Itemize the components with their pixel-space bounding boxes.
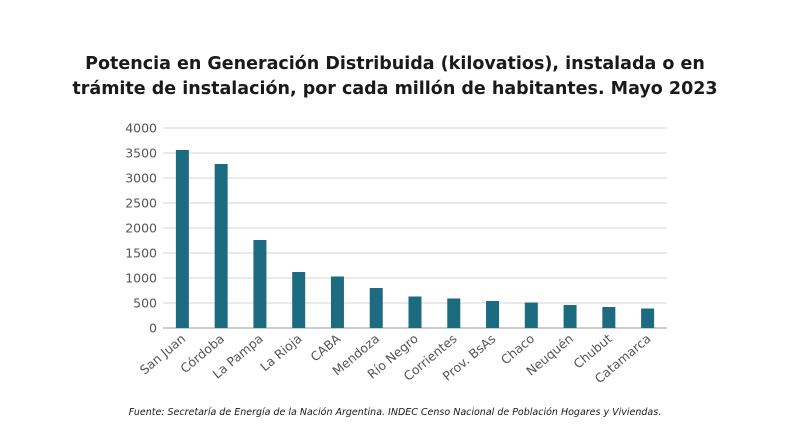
y-tick-label: 0 [149, 321, 157, 336]
y-tick-label: 4000 [125, 121, 157, 136]
bar-neuquén [563, 305, 577, 328]
bar-caba [330, 276, 344, 328]
bar-chaco [524, 302, 538, 328]
chart-title: Potencia en Generación Distribuida (kilo… [0, 52, 790, 102]
bars [175, 150, 655, 328]
bar-chubut [602, 307, 616, 328]
y-tick-label: 500 [133, 296, 157, 311]
x-tick-label: San Juan [137, 331, 189, 378]
y-tick-label: 1500 [125, 246, 157, 261]
bar-la-pampa [253, 240, 267, 328]
y-tick-label: 2000 [125, 221, 157, 236]
bar-prov-bsas [486, 301, 500, 328]
source-note: Fuente: Secretaría de Energía de la Naci… [128, 407, 662, 418]
y-tick-label: 1000 [125, 271, 157, 286]
y-tick-label: 3500 [125, 146, 157, 161]
y-axis-ticks: 0 500 1000 1500 2000 2500 3000 3500 4000 [125, 121, 157, 336]
bar-río-negro [408, 296, 422, 328]
gridlines [163, 127, 667, 329]
x-tick-label: La Rioja [257, 331, 305, 374]
y-tick-label: 3000 [125, 171, 157, 186]
bar-corrientes [447, 298, 461, 328]
bar-la-rioja [292, 272, 306, 328]
bar-córdoba [214, 164, 228, 328]
bar-san-juan [175, 150, 189, 328]
y-tick-label: 2500 [125, 196, 157, 211]
chart-title-line-1: Potencia en Generación Distribuida (kilo… [85, 54, 705, 74]
bar-chart: 0 500 1000 1500 2000 2500 3000 3500 4000 San Jua… [125, 121, 667, 387]
chart-title-line-2: trámite de instalación, por cada millón … [72, 79, 718, 99]
bar-mendoza [369, 288, 383, 328]
bar-catamarca [641, 308, 655, 328]
